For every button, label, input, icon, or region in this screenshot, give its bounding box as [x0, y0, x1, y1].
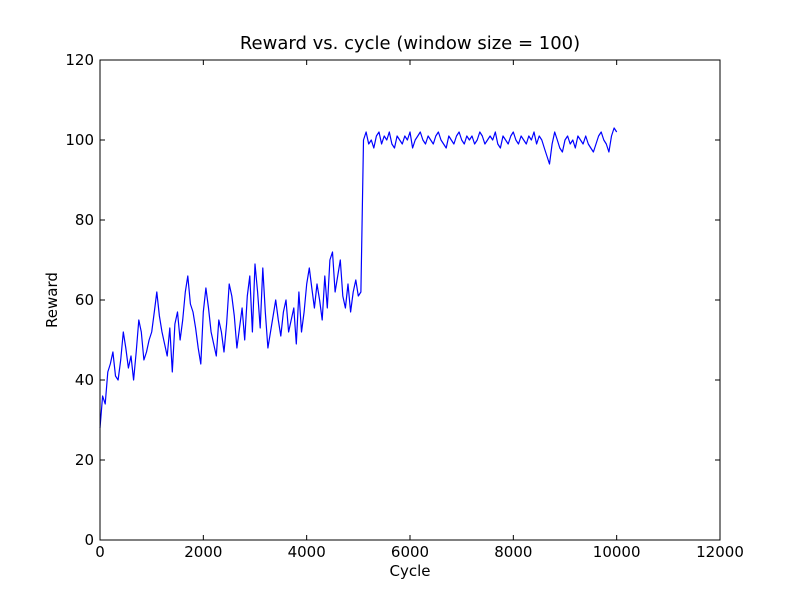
y-tick-label: 40	[75, 371, 94, 389]
y-tick-label: 120	[65, 51, 94, 69]
x-tick-label: 8000	[494, 543, 532, 561]
x-tick-label: 2000	[184, 543, 222, 561]
y-tick-label: 20	[75, 451, 94, 469]
y-tick-label: 0	[84, 531, 94, 549]
y-tick-label: 80	[75, 211, 94, 229]
reward-series-line	[99, 127, 618, 429]
x-tick-label: 4000	[288, 543, 326, 561]
ticks-layer: 0 2000 4000 6000 8000 10000 12000 0 20 40 60 80 100 1…	[65, 51, 744, 561]
y-axis-title: Reward	[43, 272, 61, 328]
series-layer	[99, 127, 618, 429]
y-tick-label: 100	[65, 131, 94, 149]
chart-title: Reward vs. cycle (window size = 100)	[240, 33, 580, 54]
x-tick-label: 10000	[593, 543, 641, 561]
x-tick-label: 6000	[391, 543, 429, 561]
x-tick-label: 12000	[696, 543, 744, 561]
y-tick-label: 60	[75, 291, 94, 309]
x-tick-label: 0	[95, 543, 105, 561]
x-axis-title: Cycle	[390, 562, 431, 580]
